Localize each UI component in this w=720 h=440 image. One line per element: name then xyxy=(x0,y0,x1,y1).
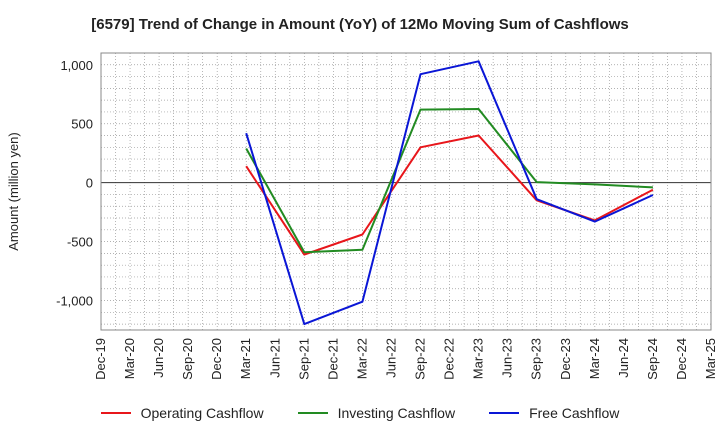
legend-label: Operating Cashflow xyxy=(140,405,264,421)
chart-title: [6579] Trend of Change in Amount (YoY) o… xyxy=(91,16,629,33)
x-tick-label: Dec-19 xyxy=(93,338,108,380)
legend-swatch xyxy=(489,412,520,414)
x-tick-label: Mar-25 xyxy=(703,338,718,379)
legend-item: Operating Cashflow xyxy=(100,405,264,421)
x-tick-label: Jun-21 xyxy=(267,338,282,378)
x-tick-label: Sep-21 xyxy=(296,338,311,380)
x-tick-label: Sep-23 xyxy=(529,338,544,380)
x-tick-label: Dec-24 xyxy=(674,338,689,380)
x-tick-label: Mar-23 xyxy=(471,338,486,379)
legend-item: Investing Cashflow xyxy=(297,405,456,421)
y-axis-label: Amount (million yen) xyxy=(6,132,21,251)
x-tick-labels: Dec-19 Mar-20 Jun-20 Sep-20 Dec-20 Mar-21 Jun-… xyxy=(93,338,718,380)
x-tick-label: Sep-22 xyxy=(413,338,428,380)
legend-label: Investing Cashflow xyxy=(337,405,456,421)
x-tick-label: Dec-23 xyxy=(558,338,573,380)
legend-item: Free Cashflow xyxy=(489,405,619,421)
y-tick-label: 1,000 xyxy=(60,58,93,73)
series-layer xyxy=(245,60,654,326)
x-tick-label: Mar-20 xyxy=(122,338,137,379)
y-tick-label: -1,000 xyxy=(56,294,93,309)
legend: Operating Cashflow Investing Cashflow Free… xyxy=(0,405,720,421)
x-tick-label: Dec-22 xyxy=(442,338,457,380)
x-tick-label: Jun-23 xyxy=(500,338,515,378)
x-tick-label: Mar-21 xyxy=(238,338,253,379)
x-tick-label: Jun-24 xyxy=(616,338,631,378)
legend-swatch xyxy=(100,412,131,414)
x-tick-label: Dec-20 xyxy=(209,338,224,380)
x-tick-label: Dec-21 xyxy=(325,338,340,380)
legend-swatch xyxy=(297,412,328,414)
y-tick-label: -500 xyxy=(67,235,93,250)
series-line-investing-cashflow xyxy=(245,108,653,254)
x-tick-label: Sep-20 xyxy=(180,338,195,380)
legend-label: Free Cashflow xyxy=(529,405,620,421)
y-tick-labels: 1,000 500 0 -500 -1,000 xyxy=(56,58,93,309)
x-tick-label: Jun-22 xyxy=(383,338,398,378)
x-tick-label: Sep-24 xyxy=(645,338,660,380)
plot-frame xyxy=(100,52,712,331)
x-tick-label: Mar-24 xyxy=(587,338,602,379)
x-tick-label: Jun-20 xyxy=(151,338,166,378)
series-line-free-cashflow xyxy=(245,60,654,326)
x-tick-label: Mar-22 xyxy=(354,338,369,379)
grid-layer xyxy=(100,52,712,330)
y-tick-label: 500 xyxy=(71,117,93,132)
y-tick-label: 0 xyxy=(86,176,93,191)
